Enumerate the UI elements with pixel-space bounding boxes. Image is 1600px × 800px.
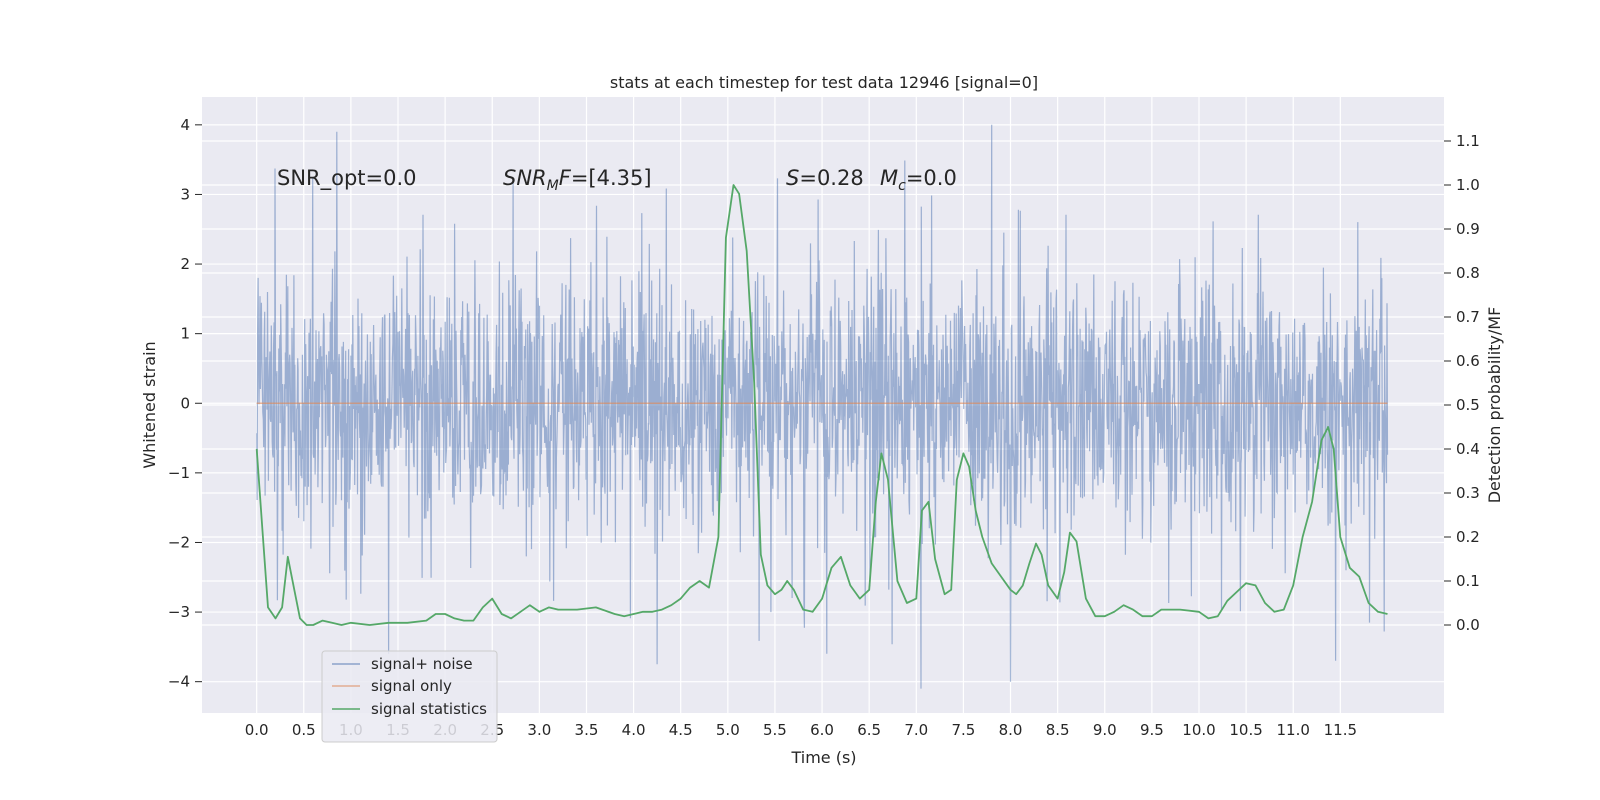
annotation-snr-mf-sub: M [547,178,559,194]
y-right-tick-label-0-3: 0.3 [1456,484,1480,502]
annotation-s: S=0.28 [786,166,864,190]
x-tick-label-8-0: 8.0 [999,721,1023,739]
y-tick-label-1: 1 [180,325,190,343]
x-tick-label-0-5: 0.5 [292,721,316,739]
annotation-s-name: S [786,166,799,190]
x-tick-label-9-0: 9.0 [1093,721,1117,739]
x-tick-label-11-0: 11.0 [1277,721,1310,739]
x-tick-label-6-0: 6.0 [810,721,834,739]
y-right-tick-label-1-1: 1.1 [1456,132,1480,150]
annotation-s-value: =0.28 [799,166,863,190]
x-tick-label-9-5: 9.5 [1140,721,1164,739]
y-right-tick-label-0-6: 0.6 [1456,352,1480,370]
y-axis-ticks: −4 −3 −2 −1 0 1 2 3 4 [168,116,202,691]
y-axis-right-label: Detection probability/MF [1485,307,1504,504]
y-right-tick-label-0-7: 0.7 [1456,308,1480,326]
y-right-tick-label-0-4: 0.4 [1456,440,1480,458]
y-right-tick-label-0-8: 0.8 [1456,264,1480,282]
annotation-mc-value: =0.0 [906,166,957,190]
legend-label-signal-statistics: signal statistics [371,700,487,718]
y-right-tick-label-0-9: 0.9 [1456,220,1480,238]
x-tick-label-4-0: 4.0 [622,721,646,739]
x-tick-label-4-5: 4.5 [669,721,693,739]
legend: signal+ noise signal only signal statist… [321,650,498,743]
x-tick-label-10-5: 10.5 [1229,721,1262,739]
x-tick-label-0-0: 0.0 [245,721,269,739]
y-right-tick-label-0-2: 0.2 [1456,528,1480,546]
y-right-tick-label-0-0: 0.0 [1456,616,1480,634]
x-tick-label-8-5: 8.5 [1046,721,1070,739]
y-right-tick-label-0-5: 0.5 [1456,396,1480,414]
x-tick-label-10-0: 10.0 [1182,721,1215,739]
x-tick-label-3-0: 3.0 [527,721,551,739]
x-tick-label-11-5: 11.5 [1324,721,1357,739]
y-tick-label-2: 2 [180,255,190,273]
y-right-tick-label-0-1: 0.1 [1456,572,1480,590]
y-tick-label-0: 0 [180,394,190,412]
annotation-snr-mf-value: =[4.35] [571,166,652,190]
y-tick-label-4: −4 [168,673,190,691]
series-signal-plus-noise [256,124,1389,689]
x-tick-label-3-5: 3.5 [575,721,599,739]
annotation-snr-mf: SNRMF=[4.35] [503,166,652,194]
y-tick-label-2: −2 [168,533,190,551]
legend-label-signal-plus-noise: signal+ noise [371,655,473,673]
x-tick-label-5-0: 5.0 [716,721,740,739]
annotations: SNR_opt=0.0 SNRMF=[4.35] S=0.28 Mc=0.0 [277,166,957,194]
annotation-mc: Mc=0.0 [880,166,957,194]
annotation-snr-opt: SNR_opt=0.0 [277,166,417,191]
x-tick-label-6-5: 6.5 [857,721,881,739]
series-line-signal-statistics [255,184,1388,626]
y-tick-label-1: −1 [168,464,190,482]
y-tick-label-4: 4 [180,116,190,134]
y-right-tick-label-1-0: 1.0 [1456,176,1480,194]
x-tick-label-5-5: 5.5 [763,721,787,739]
annotation-mc-name: M [880,166,898,190]
y-tick-label-3: 3 [180,185,190,203]
annotation-mc-sub: c [898,178,906,194]
legend-frame [321,650,498,743]
y-tick-label-3: −3 [168,603,190,621]
chart-title: stats at each timestep for test data 129… [610,73,1038,92]
x-tick-label-7-0: 7.0 [904,721,928,739]
legend-label-signal-only: signal only [371,677,452,695]
x-tick-label-7-5: 7.5 [951,721,975,739]
x-axis-label: Time (s) [790,748,856,767]
annotation-snr-mf-f: F [559,166,572,190]
y-axis-label: Whitened strain [140,341,159,468]
series-line-signal-plus-noise [256,124,1389,689]
annotation-snr-mf-name: SNR [503,166,547,190]
series-lines [255,184,1388,626]
y-axis-right-ticks: 0.0 0.1 0.2 0.3 0.4 0.5 0.6 0.7 0.8 0.9 1.0 1.1 [1444,132,1480,634]
